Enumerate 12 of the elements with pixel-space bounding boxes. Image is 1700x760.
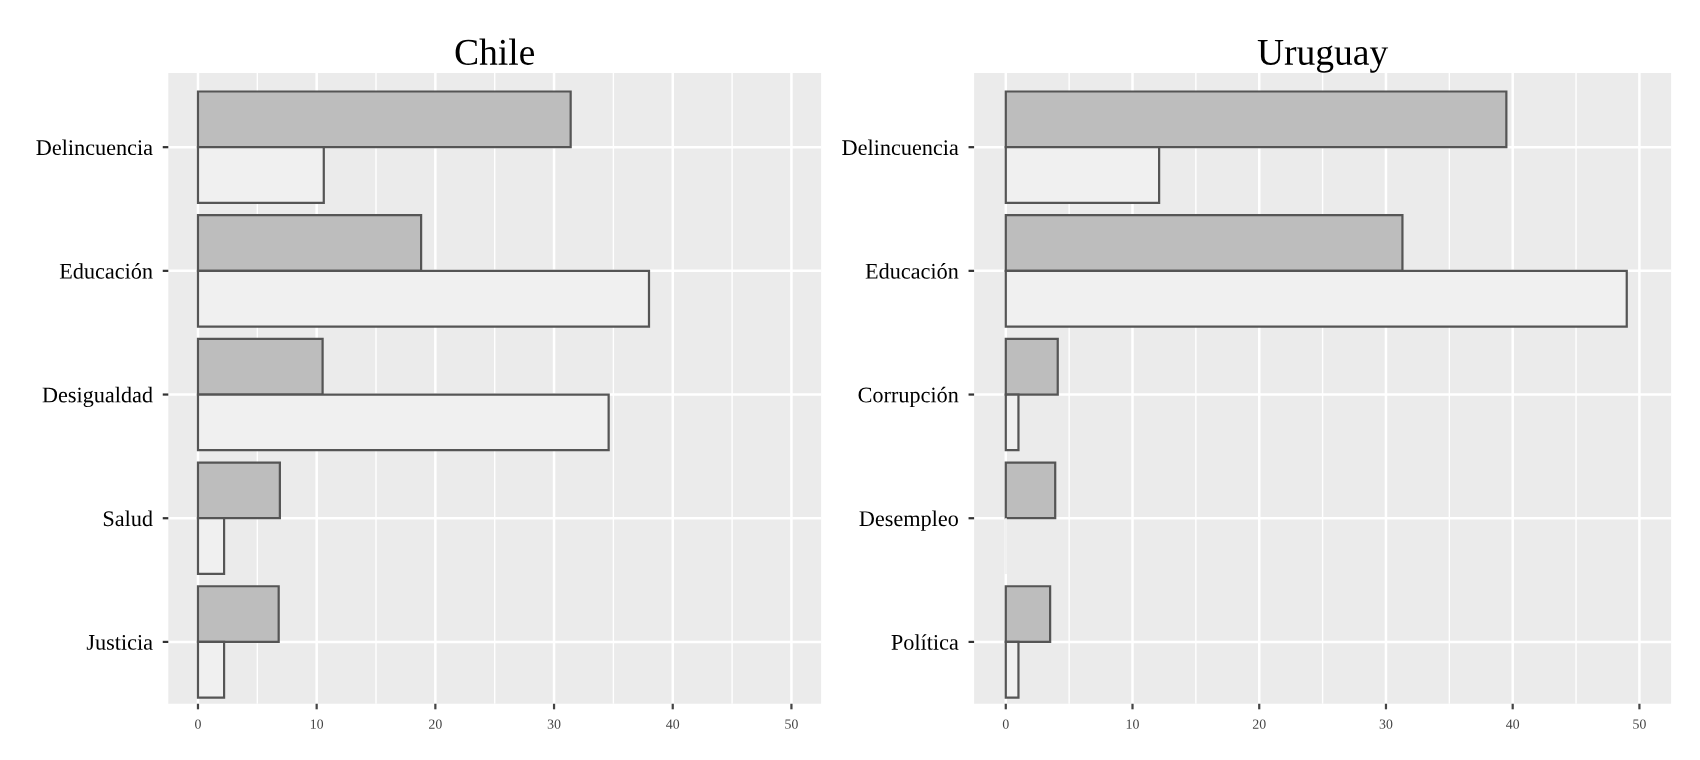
y-tick-label: Delincuencia <box>842 139 959 156</box>
y-tick-label: Desigualdad <box>42 386 153 408</box>
chart-title: Chile <box>455 38 535 65</box>
y-tick-label: Justicia <box>86 634 153 650</box>
y-tick-label: Delincuencia <box>36 139 153 156</box>
y-tick-label: Corrupción <box>858 386 959 407</box>
y-tick-label: Política <box>891 634 959 650</box>
y-tick-label: Educación <box>59 263 153 279</box>
y-tick-label: Desempleo <box>859 510 958 531</box>
y-tick-label: Educación <box>865 263 959 279</box>
y-tick-label: Salud <box>103 510 153 527</box>
chart-title: Uruguay <box>1257 40 1389 73</box>
